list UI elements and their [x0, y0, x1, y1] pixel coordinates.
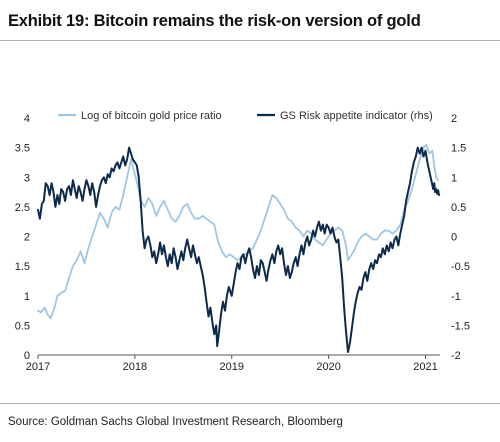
left-tick-label: 1	[24, 291, 30, 303]
title-divider	[0, 40, 500, 41]
left-tick-label: 0	[24, 350, 30, 362]
right-tick-label: -1.5	[451, 320, 470, 332]
legend-label: GS Risk appetite indicator (rhs)	[280, 110, 433, 122]
x-tick-label: 2018	[123, 361, 147, 373]
left-tick-label: 0.5	[15, 320, 30, 332]
series-line-bitcoin-gold	[37, 143, 439, 320]
right-tick-label: -2	[451, 350, 461, 362]
left-tick-label: 2.5	[15, 202, 30, 214]
footer-divider	[0, 403, 500, 404]
right-tick-label: 2	[451, 113, 457, 125]
left-tick-label: 3.5	[15, 143, 30, 155]
right-tick-label: 0.5	[451, 202, 466, 214]
right-tick-label: -1	[451, 291, 461, 303]
left-tick-label: 1.5	[15, 261, 30, 273]
x-tick-label: 2019	[219, 361, 243, 373]
right-tick-label: 0	[451, 232, 457, 244]
left-tick-label: 3	[24, 172, 30, 184]
right-tick-label: 1	[451, 172, 457, 184]
source-note: Source: Goldman Sachs Global Investment …	[8, 416, 343, 428]
left-tick-label: 2	[24, 232, 30, 244]
left-tick-label: 4	[24, 113, 30, 125]
x-tick-label: 2021	[413, 361, 437, 373]
right-tick-label: -0.5	[451, 261, 470, 273]
right-tick-label: 1.5	[451, 143, 466, 155]
x-tick-label: 2017	[26, 361, 50, 373]
x-tick-label: 2020	[316, 361, 340, 373]
chart-title: Exhibit 19: Bitcoin remains the risk-on …	[8, 12, 421, 30]
series-line-risk-appetite	[37, 146, 440, 353]
legend-label: Log of bitcoin gold price ratio	[81, 110, 222, 122]
